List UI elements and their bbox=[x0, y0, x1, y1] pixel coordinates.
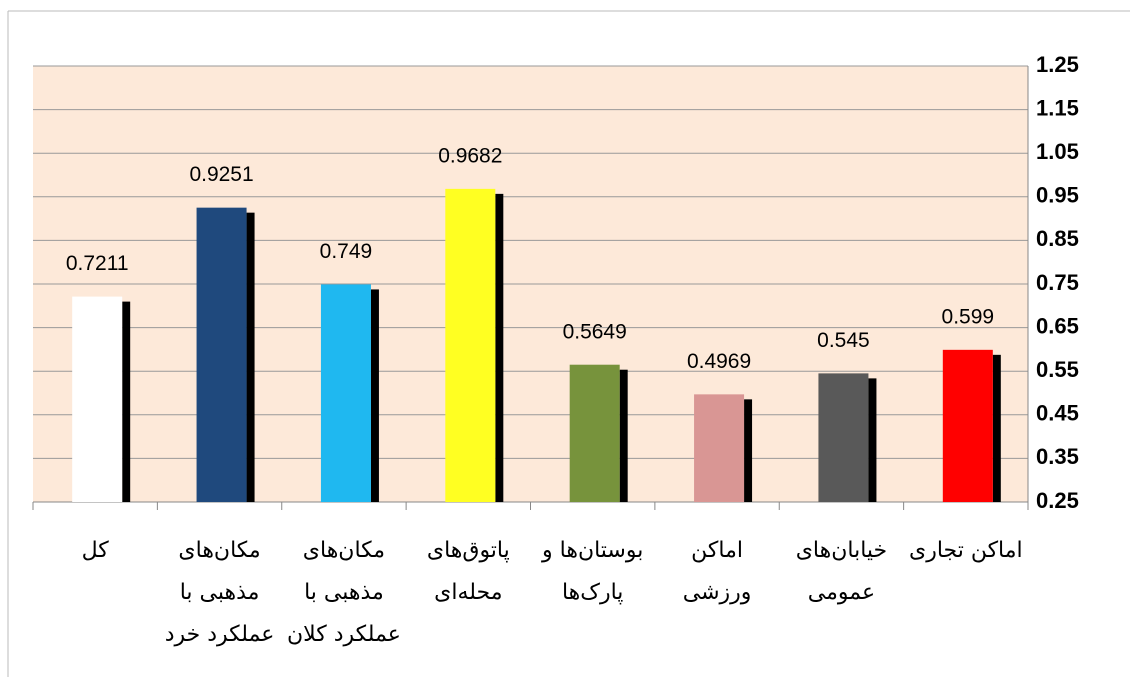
data-label: 0.9682 bbox=[438, 144, 502, 167]
y-tick-label: 0.65 bbox=[1036, 313, 1079, 338]
y-tick-label: 1.15 bbox=[1036, 95, 1079, 120]
y-tick-label: 0.25 bbox=[1036, 488, 1079, 513]
x-tick-label: مکان‌های مذهبی با عملکرد کلان bbox=[286, 538, 401, 647]
bar-shadow bbox=[744, 399, 753, 502]
bar bbox=[445, 188, 496, 502]
data-label: 0.599 bbox=[942, 305, 995, 328]
y-tick-label: 0.55 bbox=[1036, 357, 1079, 382]
data-label: 0.9251 bbox=[189, 163, 253, 186]
data-label: 0.545 bbox=[817, 329, 870, 352]
y-tick-label: 0.95 bbox=[1036, 183, 1079, 208]
y-tick-label: 1.25 bbox=[1036, 52, 1079, 77]
y-tick-label: 0.45 bbox=[1036, 401, 1079, 426]
x-tick-label: خیابان‌های عمومی bbox=[795, 538, 888, 605]
bar-shadow bbox=[619, 369, 628, 502]
bar bbox=[320, 284, 371, 502]
bar bbox=[196, 207, 247, 502]
data-label: 0.5649 bbox=[563, 320, 627, 343]
y-tick-label: 0.85 bbox=[1036, 226, 1079, 251]
bar-shadow bbox=[246, 212, 255, 502]
x-tick-label: مکان‌های مذهبی با عملکرد خرد bbox=[164, 538, 275, 647]
y-tick-label: 1.05 bbox=[1036, 139, 1079, 164]
x-tick-label: اماکن تجاری bbox=[908, 538, 1023, 563]
y-tick-label: 0.35 bbox=[1036, 444, 1079, 469]
data-label: 0.7211 bbox=[66, 252, 129, 275]
bar bbox=[72, 296, 123, 502]
bar-shadow bbox=[370, 289, 379, 502]
y-tick-label: 0.75 bbox=[1036, 270, 1079, 295]
x-tick-label: بوستان‌ها و پارک‌ها bbox=[542, 538, 644, 605]
bar bbox=[818, 373, 869, 502]
x-tick-label: پاتوق‌های محله‌ای bbox=[426, 538, 510, 605]
bar bbox=[694, 394, 745, 502]
data-label: 0.4969 bbox=[687, 350, 751, 373]
bar bbox=[942, 349, 993, 502]
data-label: 0.749 bbox=[320, 240, 373, 263]
bar-shadow bbox=[122, 301, 131, 502]
bar bbox=[569, 364, 620, 502]
bar-shadow bbox=[495, 193, 504, 502]
bar-shadow bbox=[868, 378, 877, 502]
bar-shadow bbox=[992, 354, 1001, 502]
x-tick-label: اماکن ورزشی bbox=[682, 538, 752, 605]
x-tick-label: کل bbox=[81, 538, 109, 563]
